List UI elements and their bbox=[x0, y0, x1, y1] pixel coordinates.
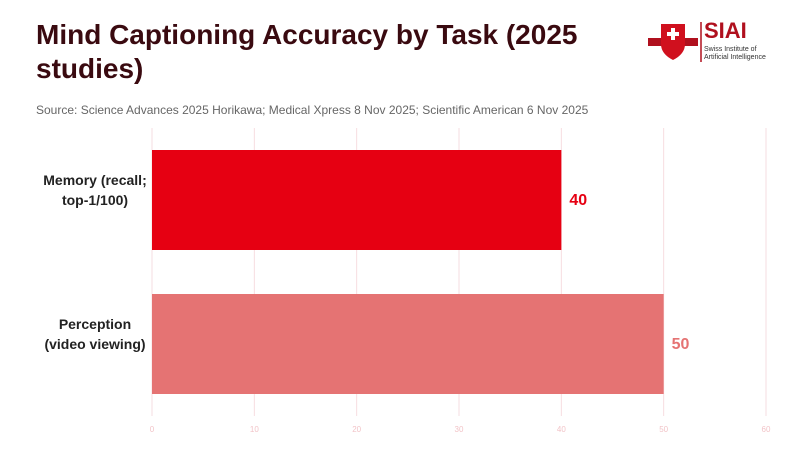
y-tick-label: Perception (video viewing) bbox=[44, 316, 146, 352]
y-tick-label: Memory (recall; top-1/100) bbox=[43, 172, 147, 208]
logo-shield bbox=[648, 22, 702, 62]
logo-line: Swiss Institute of bbox=[704, 46, 757, 53]
x-tick-label: 20 bbox=[352, 425, 361, 434]
chart-subtitle: Source: Science Advances 2025 Horikawa; … bbox=[36, 103, 589, 117]
value-label: 50 bbox=[672, 336, 690, 353]
logo-name: SIAI bbox=[704, 18, 747, 43]
x-tick-label: 30 bbox=[455, 425, 464, 434]
x-tick-label: 10 bbox=[250, 425, 259, 434]
x-tick-label: 50 bbox=[659, 425, 668, 434]
bar bbox=[152, 150, 562, 250]
x-tick-label: 0 bbox=[150, 425, 155, 434]
x-tick-label: 40 bbox=[557, 425, 566, 434]
logo-line: Artificial Intelligence bbox=[704, 54, 766, 61]
bar bbox=[152, 294, 664, 394]
value-label: 40 bbox=[569, 192, 587, 209]
x-tick-label: 60 bbox=[762, 425, 771, 434]
logo: SIAI Swiss Institute of Artificial Intel… bbox=[648, 18, 788, 64]
chart-title: Mind Captioning Accuracy by Task (2025 s… bbox=[36, 19, 578, 84]
